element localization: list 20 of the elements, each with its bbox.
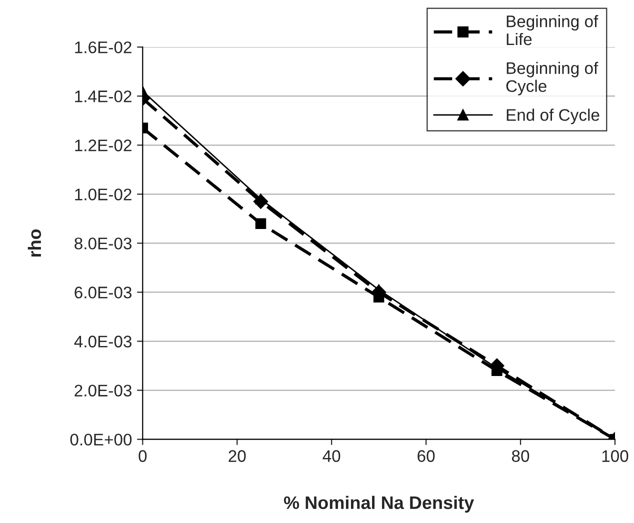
x-axis-title: % Nominal Na Density	[284, 496, 474, 513]
x-tick-label: 20	[228, 450, 246, 462]
y-tick-label: 1.4E-02	[75, 90, 132, 102]
y-tick-label: 1.6E-02	[75, 41, 132, 54]
legend-label: Beginning of Cycle	[506, 62, 598, 96]
x-tick-label: 80	[512, 450, 530, 462]
y-tick-label: 6.0E-03	[74, 286, 132, 298]
y-tick-label: 4.0E-03	[74, 336, 132, 348]
x-tick-label: 60	[418, 450, 435, 462]
y-axis-title: rho	[28, 229, 42, 257]
y-tick-label: 0.0E+00	[70, 434, 132, 446]
legend-label: Beginning of Life	[506, 15, 598, 46]
x-tick-label: 40	[322, 450, 340, 462]
y-tick-label: 8.0E-03	[74, 238, 132, 250]
legend-label: End of Cycle	[506, 108, 600, 124]
x-tick-label: 100	[602, 450, 628, 462]
y-tick-label: 2.0E-03	[74, 384, 132, 396]
y-tick-label: 1.2E-02	[75, 140, 132, 152]
x-tick-label: 0	[138, 450, 147, 462]
y-tick-label: 1.0E-02	[75, 188, 132, 200]
